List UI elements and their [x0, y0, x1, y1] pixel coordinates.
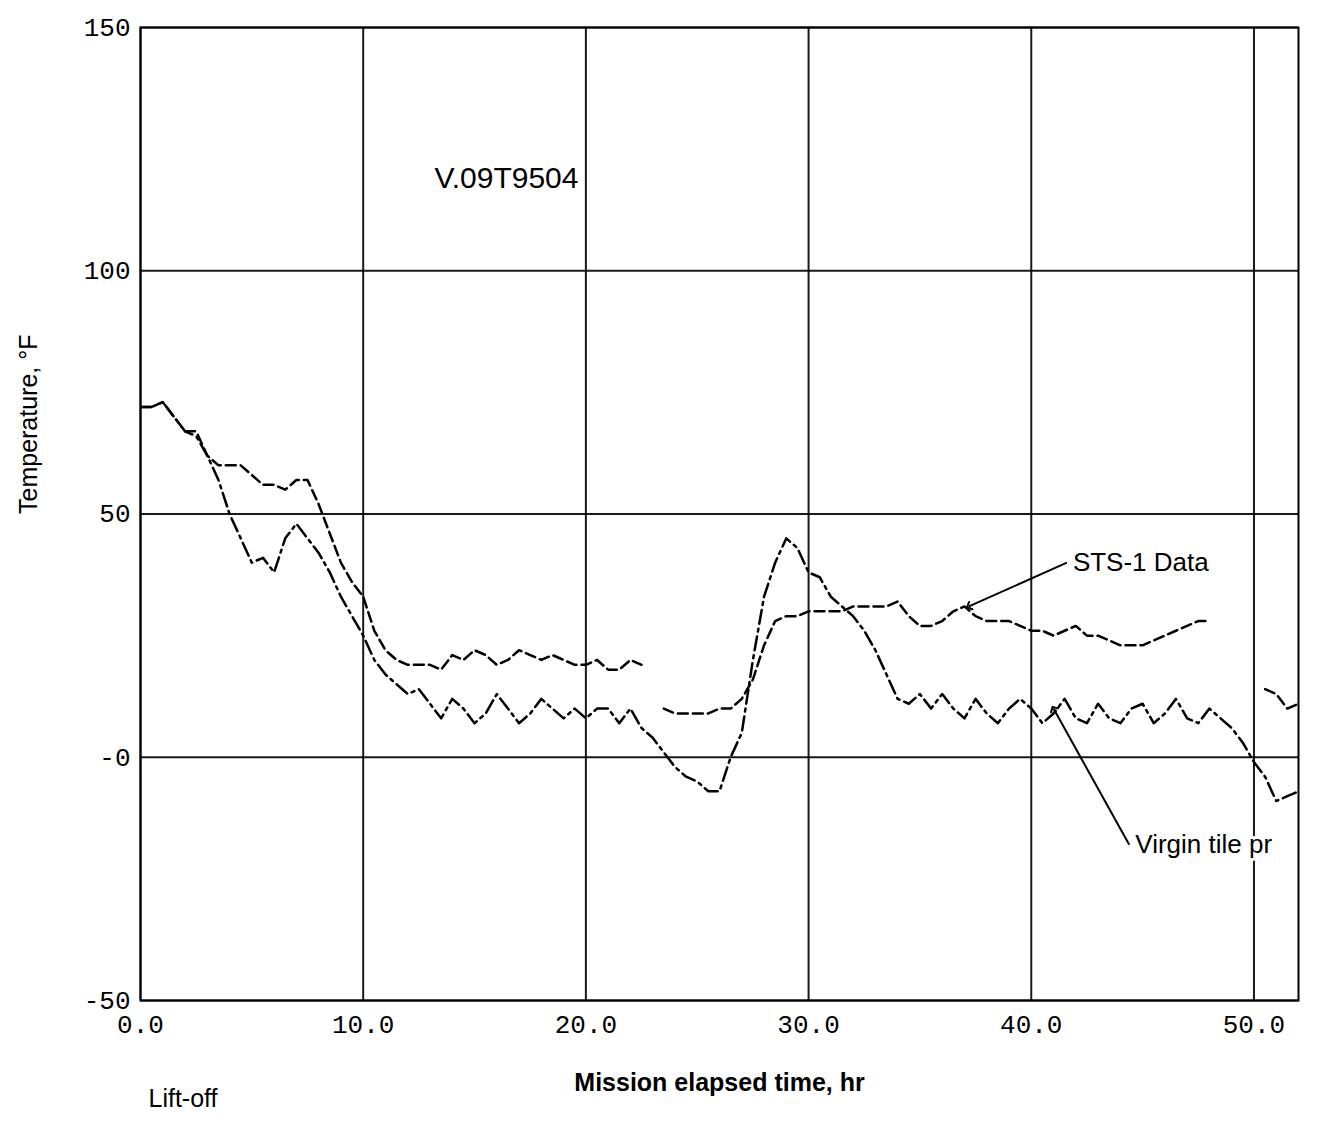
svg-text:40.0: 40.0 — [1000, 1011, 1062, 1041]
svg-text:0.0: 0.0 — [117, 1011, 164, 1041]
svg-text:20.0: 20.0 — [555, 1011, 617, 1041]
svg-text:10.0: 10.0 — [332, 1011, 394, 1041]
svg-text:Temperature, °F: Temperature, °F — [14, 334, 42, 514]
svg-text:Mission elapsed time, hr: Mission elapsed time, hr — [574, 1068, 865, 1096]
svg-text:V.09T9504: V.09T9504 — [434, 161, 578, 194]
svg-text:50.0: 50.0 — [1223, 1011, 1285, 1041]
svg-text:-50: -50 — [84, 987, 131, 1017]
svg-text:-0: -0 — [99, 744, 130, 774]
svg-text:50: 50 — [99, 500, 130, 530]
svg-text:Lift-off: Lift-off — [149, 1084, 218, 1112]
svg-text:100: 100 — [84, 257, 131, 287]
svg-text:150: 150 — [84, 14, 131, 44]
svg-text:STS-1 Data: STS-1 Data — [1073, 547, 1209, 577]
svg-text:30.0: 30.0 — [777, 1011, 839, 1041]
svg-text:Virgin tile pr: Virgin tile pr — [1135, 829, 1272, 859]
